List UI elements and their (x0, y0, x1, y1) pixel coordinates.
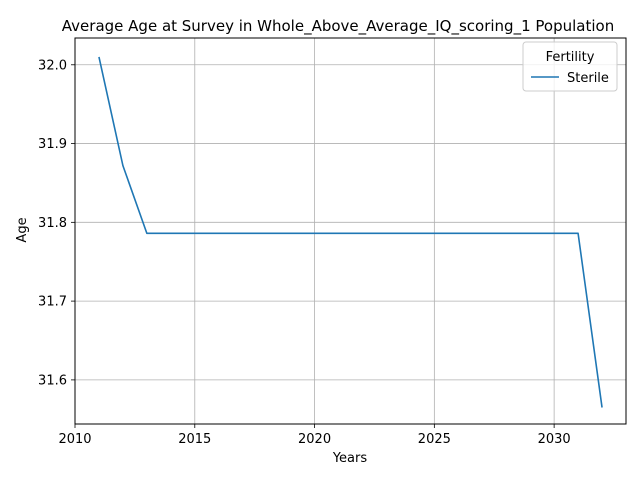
x-axis-ticks: 2010 2015 2020 2025 2030 (58, 424, 571, 447)
x-tick-label: 2025 (418, 432, 451, 447)
legend: Fertility Sterile (522, 41, 618, 92)
series-layer (98, 56, 603, 408)
x-tick-label: 2020 (298, 432, 331, 447)
plot-frame (74, 37, 627, 425)
legend-title: Fertility (546, 50, 595, 65)
x-tick-label: 2010 (58, 432, 91, 447)
y-tick-label: 31.9 (38, 137, 67, 152)
y-tick-label: 31.8 (38, 216, 67, 231)
x-tick-label: 2015 (178, 432, 211, 447)
y-tick-label: 32.0 (38, 58, 67, 73)
legend-entry-sterile: Sterile (567, 71, 609, 86)
legend-box (522, 41, 618, 92)
y-axis-label: Age (15, 217, 30, 242)
y-tick-label: 31.7 (38, 295, 67, 310)
y-tick-label: 31.6 (38, 373, 67, 388)
series-line-sterile (98, 56, 603, 408)
x-tick-label: 2030 (538, 432, 571, 447)
x-axis-label: Years (332, 451, 368, 466)
y-axis-ticks: 31.6 31.7 31.8 31.9 32.0 (38, 58, 75, 388)
chart-title: Average Age at Survey in Whole_Above_Ave… (62, 17, 614, 36)
